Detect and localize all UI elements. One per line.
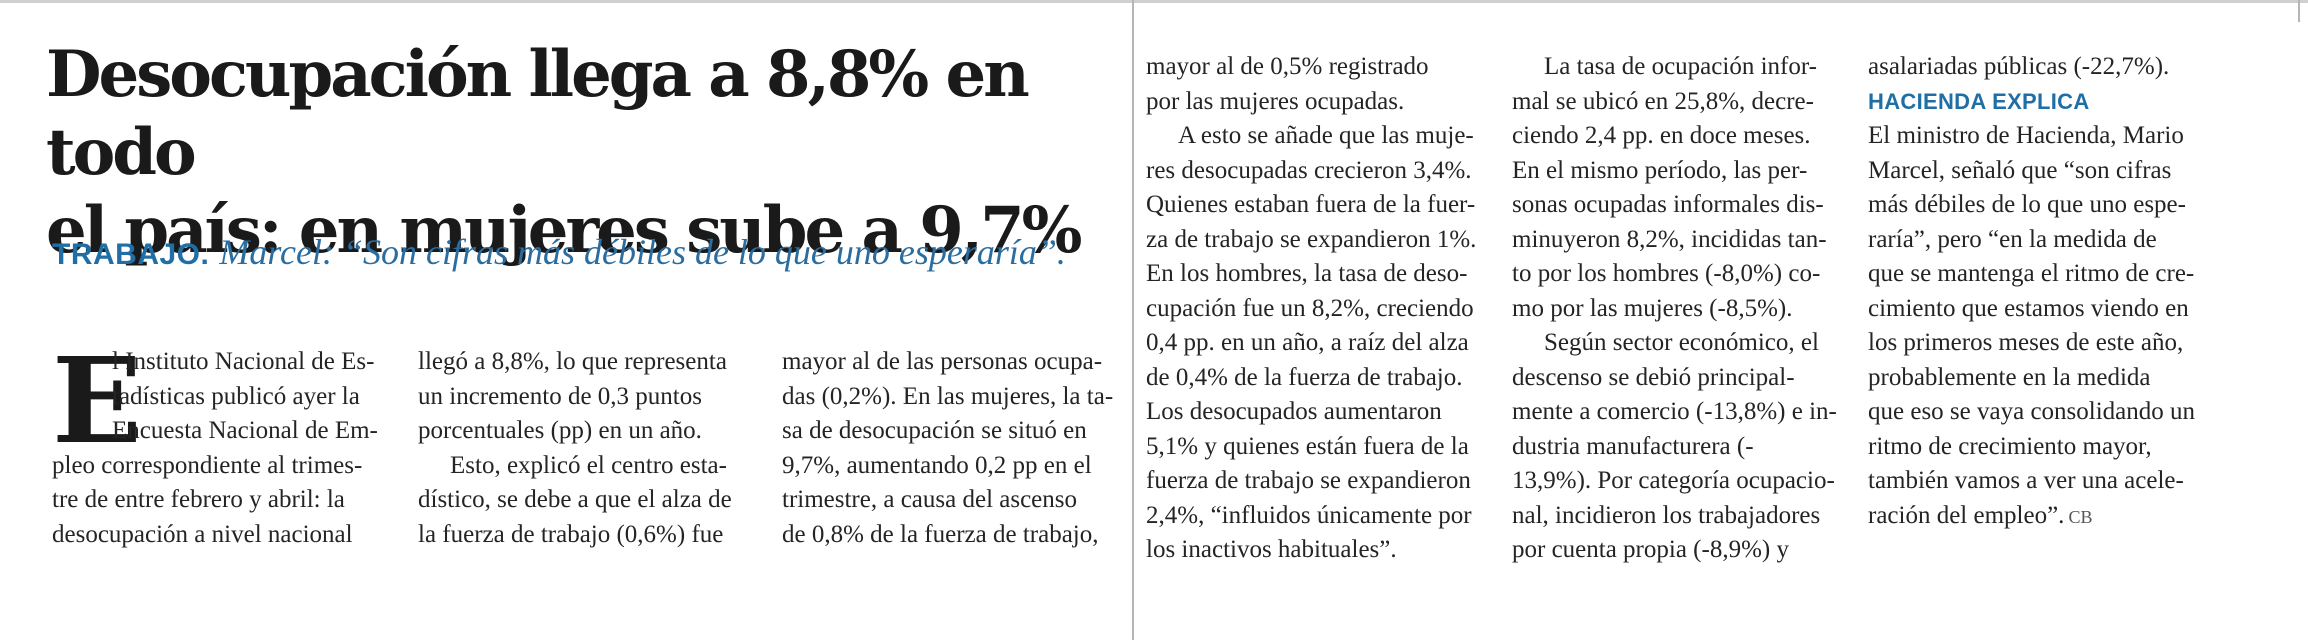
top-rule (0, 0, 2308, 3)
column-4-line: 5,1% y quienes están fuera de la (1146, 432, 1469, 460)
column-2-line: un incremento de 0,3 puntos (418, 382, 702, 410)
column-6-line: asalariadas públicas (-22,7%). (1868, 53, 2170, 80)
column-5-line: descenso se debió principal- (1512, 363, 1795, 391)
column-6-line: raría”, pero “en la medida de (1868, 225, 2157, 253)
column-3-line: sa de desocupación se situó en (782, 417, 1087, 444)
column-1-full: pleo correspondiente al trimes- tre de e… (52, 449, 362, 553)
column-3-line: trimestre, a causa del ascenso (782, 486, 1078, 513)
column-4-line: za de trabajo se expandieron 1%. (1146, 225, 1477, 253)
column-2-line: porcentuales (pp) en un año. (418, 417, 702, 444)
column-2-line: llegó a 8,8%, lo que representa (418, 348, 727, 375)
column-6-line: Marcel, señaló que “son cifras (1868, 156, 2172, 184)
subhead: HACIENDA EXPLICA (1868, 88, 2090, 114)
column-5-line: nal, incidieron los trabajadores (1512, 501, 1821, 529)
column-5-line: minuyeron 8,2%, incididas tan- (1512, 225, 1827, 253)
column-1-line: tadísticas publicó ayer la (112, 382, 360, 410)
end-mark-icon: CB (2068, 506, 2093, 527)
column-4-line: Quienes estaban fuera de la fuer- (1146, 191, 1476, 218)
column-5-line: to por los hombres (-8,0%) co- (1512, 260, 1821, 287)
column-3-line: mayor al de las personas ocupa- (782, 348, 1103, 375)
column-3-line: 9,7%, aumentando 0,2 pp en el (782, 451, 1092, 479)
column-4-line: En los hombres, la tasa de deso- (1146, 260, 1468, 287)
column-rule (1132, 0, 1134, 640)
column-4-line: A esto se añade que las muje- (1178, 122, 1474, 149)
column-5-line: dustria manufacturera (- (1512, 432, 1754, 460)
column-2: llegó a 8,8%, lo que representa un incre… (418, 345, 732, 552)
column-6-last-line: ración del empleo”. (1868, 501, 2065, 529)
column-6-line: que eso se vaya consolidando un (1868, 398, 2196, 425)
column-6-line: también vamos a ver una acele- (1868, 467, 2184, 494)
column-3-line: das (0,2%). En las mujeres, la ta- (782, 382, 1114, 410)
column-4-line: cupación fue un 8,2%, creciendo (1146, 294, 1474, 322)
column-6-line: probablemente en la medida (1868, 363, 2151, 391)
page-edge-rule (2298, 0, 2300, 22)
deck: TRABAJO. Marcel: “Son cifras más débiles … (52, 230, 1132, 277)
column-5-line: mal se ubicó en 25,8%, decre- (1512, 87, 1814, 115)
column-3-line: de 0,8% de la fuerza de trabajo, (782, 520, 1099, 548)
column-4: mayor al de 0,5% registrado por las muje… (1146, 50, 1476, 568)
column-5-line: mo por las mujeres (-8,5%). (1512, 294, 1793, 322)
column-5: La tasa de ocupación infor- mal se ubicó… (1512, 50, 1837, 568)
column-6: asalariadas públicas (-22,7%). HACIENDA … (1868, 50, 2195, 534)
column-6-line: que se mantenga el ritmo de cre- (1868, 260, 2195, 287)
column-1-line: l Instituto Nacional de Es- (112, 348, 375, 375)
column-1: l Instituto Nacional de Es- tadísticas p… (112, 345, 378, 449)
column-4-line: res desocupadas crecieron 3,4%. (1146, 156, 1472, 184)
column-5-line: La tasa de ocupación infor- (1544, 53, 1817, 80)
column-6-line: los primeros meses de este año, (1868, 329, 2184, 356)
column-3: mayor al de las personas ocupa- das (0,2… (782, 345, 1113, 552)
headline: Desocupación llega a 8,8% en todo el paí… (46, 37, 1082, 268)
column-5-line: Según sector económico, el (1544, 329, 1819, 356)
column-1-line: tre de entre febrero y abril: la (52, 486, 345, 513)
column-4-line: mayor al de 0,5% registrado (1146, 53, 1429, 80)
column-4-line: por las mujeres ocupadas. (1146, 87, 1405, 115)
column-4-line: los inactivos habituales”. (1146, 536, 1397, 563)
column-4-line: de 0,4% de la fuerza de trabajo. (1146, 363, 1463, 391)
column-1-line: desocupación a nivel nacional (52, 520, 353, 548)
column-6-line: ritmo de crecimiento mayor, (1868, 432, 2152, 460)
column-2-line: la fuerza de trabajo (0,6%) fue (418, 520, 724, 548)
column-5-line: 13,9%). Por categoría ocupacio- (1512, 467, 1835, 494)
drop-cap: E (52, 331, 142, 470)
column-5-line: sonas ocupadas informales dis- (1512, 191, 1824, 218)
column-5-line: En el mismo período, las per- (1512, 156, 1808, 184)
column-1-line: pleo correspondiente al trimes- (52, 451, 363, 479)
column-4-line: 0,4 pp. en un año, a raíz del alza (1146, 329, 1469, 356)
column-5-line: ciendo 2,4 pp. en doce meses. (1512, 122, 1811, 149)
section-kicker: TRABAJO. (52, 238, 210, 271)
column-4-line: 2,4%, “influidos únicamente por (1146, 501, 1472, 529)
column-6-line: más débiles de lo que uno espe- (1868, 191, 2186, 218)
deck-quote: Marcel: “Son cifras más débiles de lo qu… (219, 232, 1066, 272)
column-1-line: Encuesta Nacional de Em- (112, 417, 378, 444)
column-5-line: por cuenta propia (-8,9%) y (1512, 536, 1789, 563)
column-4-line: fuerza de trabajo se expandieron (1146, 467, 1471, 494)
column-2-line: Esto, explicó el centro esta- (450, 451, 727, 479)
column-5-line: mente a comercio (-13,8%) e in- (1512, 398, 1837, 425)
column-6-line: ración del empleo”. CB (1868, 499, 2195, 535)
column-6-line: El ministro de Hacienda, Mario (1868, 122, 2184, 149)
column-2-line: dístico, se debe a que el alza de (418, 486, 732, 513)
column-6-line: cimiento que estamos viendo en (1868, 294, 2189, 322)
column-4-line: Los desocupados aumentaron (1146, 398, 1442, 425)
